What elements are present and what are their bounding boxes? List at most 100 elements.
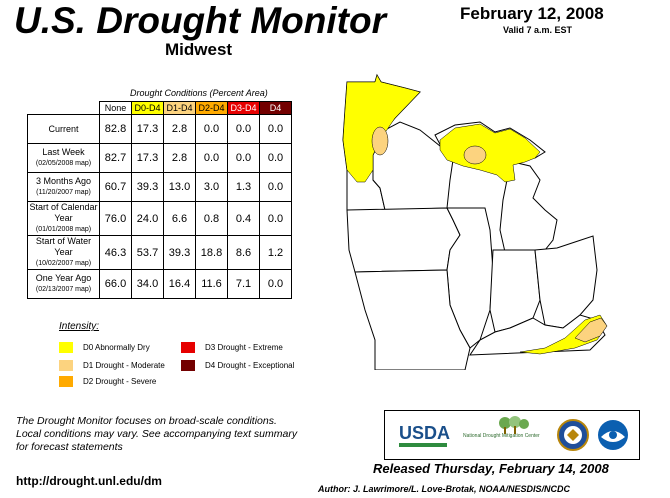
- author-credit: Author: J. Lawrimore/L. Love-Brotak, NOA…: [318, 484, 571, 494]
- legend-title: Intensity:: [59, 321, 100, 332]
- legend-item-d3: D3 Drought - Extreme: [181, 342, 283, 353]
- row-label-text: Current: [48, 123, 79, 134]
- table-cell: 0.0: [227, 143, 260, 173]
- table-cell: 0.8: [195, 201, 228, 236]
- state-iowa: [346, 207, 461, 273]
- legend-item-d0: D0 Abnormally Dry: [59, 342, 150, 353]
- release-date: Released Thursday, February 14, 2008: [373, 461, 609, 476]
- table-cell: 0.0: [227, 114, 260, 144]
- legend-item-d4: D4 Drought - Exceptional: [181, 360, 294, 371]
- table-cell: 39.3: [131, 172, 164, 202]
- ndmc-logo: National Drought Mitigation Center: [463, 433, 540, 439]
- table-cell: 76.0: [99, 201, 132, 236]
- row-label-date: (02/05/2008 map): [35, 160, 92, 167]
- table-cell: 2.8: [163, 143, 196, 173]
- row-label-text: One Year Ago: [35, 273, 92, 283]
- note-line: The Drought Monitor focuses on broad-sca…: [16, 415, 277, 427]
- legend-swatch: [59, 360, 73, 371]
- drought-d1-michigan: [463, 145, 487, 165]
- midwest-drought-map: [342, 73, 608, 370]
- table-cell: 11.6: [195, 269, 228, 299]
- usda-logo: USDA: [399, 423, 451, 443]
- table-row: 3 Months Ago (11/20/2007 map) 60.7 39.3 1…: [27, 172, 292, 202]
- row-label: Start of Calendar Year (01/01/2008 map): [27, 201, 100, 236]
- legend-swatch: [181, 360, 195, 371]
- drought-d1-ohio-valley: [574, 317, 608, 343]
- state-ohio: [534, 235, 598, 329]
- table-cell: 6.6: [163, 201, 196, 236]
- state-missouri: [354, 269, 471, 370]
- col-header-d1-d4: D1-D4: [163, 101, 196, 115]
- table-cell: 60.7: [99, 172, 132, 202]
- table-cell: 82.8: [99, 114, 132, 144]
- disclaimer-note: The Drought Monitor focuses on broad-sca…: [16, 415, 336, 454]
- row-label-date: (11/20/2007 map): [36, 189, 91, 196]
- drought-d0-ohio-valley: [519, 314, 608, 355]
- legend-swatch: [59, 376, 73, 387]
- table-row: Current 82.8 17.3 2.8 0.0 0.0 0.0: [27, 114, 292, 144]
- table-cell: 0.0: [259, 172, 292, 202]
- table-cell: 17.3: [131, 114, 164, 144]
- region-title: Midwest: [165, 40, 233, 59]
- row-label: Current: [27, 114, 100, 144]
- noaa-logo-icon: [598, 420, 628, 450]
- col-header-d3-d4: D3-D4: [227, 101, 260, 115]
- valid-time: Valid 7 a.m. EST: [503, 25, 573, 35]
- table-cell: 0.4: [227, 201, 260, 236]
- table-row: Start of Calendar Year (01/01/2008 map) 7…: [27, 201, 292, 236]
- table-cell: 0.0: [259, 114, 292, 144]
- table-cell: 82.7: [99, 143, 132, 173]
- table-cell: 34.0: [131, 269, 164, 299]
- state-michigan-lp: [499, 161, 558, 253]
- table-cell: 8.6: [227, 235, 260, 270]
- legend-swatch: [181, 342, 195, 353]
- row-label-date: (10/02/2007 map): [35, 260, 92, 267]
- legend-item-d1: D1 Drought - Moderate: [59, 360, 165, 371]
- table-cell: 0.0: [195, 143, 228, 173]
- row-label: Last Week (02/05/2008 map): [27, 143, 100, 173]
- legend-label: D4 Drought - Exceptional: [205, 361, 295, 370]
- row-label-date: (01/01/2008 map): [35, 226, 92, 233]
- map-date: February 12, 2008: [460, 4, 604, 23]
- row-label: Start of Water Year (10/02/2007 map): [27, 235, 100, 270]
- usda-logo-swoosh: [399, 443, 447, 447]
- row-label-text: Start of Calendar Year: [29, 202, 98, 223]
- table-cell: 39.3: [163, 235, 196, 270]
- ndmc-tree-icon: [499, 416, 529, 434]
- website-url: http://drought.unl.edu/dm: [16, 474, 162, 488]
- row-label: One Year Ago (02/13/2007 map): [27, 269, 100, 299]
- doc-seal-icon: [557, 419, 589, 451]
- table-cell: 53.7: [131, 235, 164, 270]
- drought-d0-michigan-up: [439, 123, 541, 183]
- row-label: 3 Months Ago (11/20/2007 map): [27, 172, 100, 202]
- table-cell: 46.3: [99, 235, 132, 270]
- table-row: Start of Water Year (10/02/2007 map) 46.3…: [27, 235, 292, 270]
- table-cell: 16.4: [163, 269, 196, 299]
- table-cell: 0.0: [259, 269, 292, 299]
- row-label-text: Start of Water Year: [35, 236, 92, 257]
- table-cell: 0.0: [259, 143, 292, 173]
- state-wisconsin: [372, 121, 454, 211]
- agency-logos: USDA National Drought Mitigation Center: [384, 410, 640, 460]
- table-cell: 7.1: [227, 269, 260, 299]
- row-label-date: (02/13/2007 map): [35, 286, 92, 293]
- col-header-none: None: [99, 101, 132, 115]
- table-cell: 2.8: [163, 114, 196, 144]
- legend-label: D0 Abnormally Dry: [83, 343, 150, 352]
- table-header-row: None D0-D4 D1-D4 D2-D4 D3-D4 D4: [28, 101, 292, 115]
- table-row: One Year Ago (02/13/2007 map) 66.0 34.0 1…: [27, 269, 292, 299]
- table-cell: 1.3: [227, 172, 260, 202]
- col-header-d2-d4: D2-D4: [195, 101, 228, 115]
- row-label-text: 3 Months Ago: [35, 176, 92, 186]
- table-row: Last Week (02/05/2008 map) 82.7 17.3 2.8 …: [27, 143, 292, 173]
- legend-label: D1 Drought - Moderate: [83, 361, 165, 370]
- table-cell: 66.0: [99, 269, 132, 299]
- legend-label: D2 Drought - Severe: [83, 377, 157, 386]
- table-cell: 1.2: [259, 235, 292, 270]
- drought-conditions-table: None D0-D4 D1-D4 D2-D4 D3-D4 D4 Current …: [27, 101, 292, 299]
- table-cell: 13.0: [163, 172, 196, 202]
- table-corner: [28, 102, 100, 115]
- drought-areas: [342, 74, 608, 355]
- drought-d1-minnesota: [371, 126, 389, 156]
- table-caption: Drought Conditions (Percent Area): [130, 88, 268, 98]
